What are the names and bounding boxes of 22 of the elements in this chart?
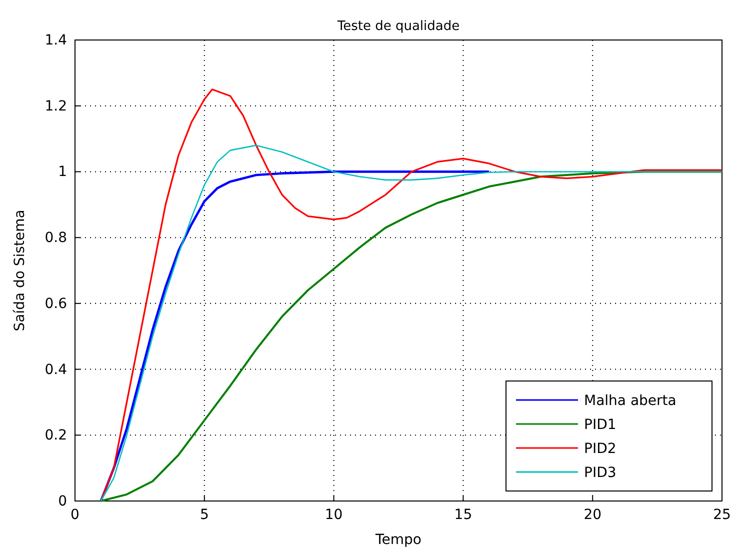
legend-label: Malha aberta (584, 393, 676, 409)
x-tick-label: 0 (70, 506, 80, 523)
x-tick-label: 15 (454, 506, 472, 523)
x-tick-label: 5 (200, 506, 209, 523)
y-tick-label: 1.4 (44, 32, 68, 48)
y-tick-label: 0.4 (44, 362, 68, 378)
line-series (100, 170, 490, 502)
y-axis-title: Saída do Sistema (12, 210, 28, 332)
y-tick-label: 1 (58, 164, 67, 180)
x-tick-label: 25 (713, 506, 731, 523)
y-tick-label: 0.2 (44, 428, 67, 444)
legend-label: PID2 (584, 441, 616, 457)
legend-label: PID1 (584, 417, 616, 433)
chart-title: Teste de qualidade (336, 19, 460, 34)
y-tick-label: 0.8 (44, 230, 67, 246)
y-tick-label: 0.6 (44, 296, 68, 312)
y-tick-label: 0 (58, 493, 67, 510)
x-tick-label: 20 (584, 506, 602, 523)
x-axis-title: Tempo (374, 532, 422, 548)
y-tick-label: 1.2 (44, 98, 67, 114)
legend-label: PID3 (584, 465, 616, 481)
x-tick-label: 10 (324, 506, 343, 523)
